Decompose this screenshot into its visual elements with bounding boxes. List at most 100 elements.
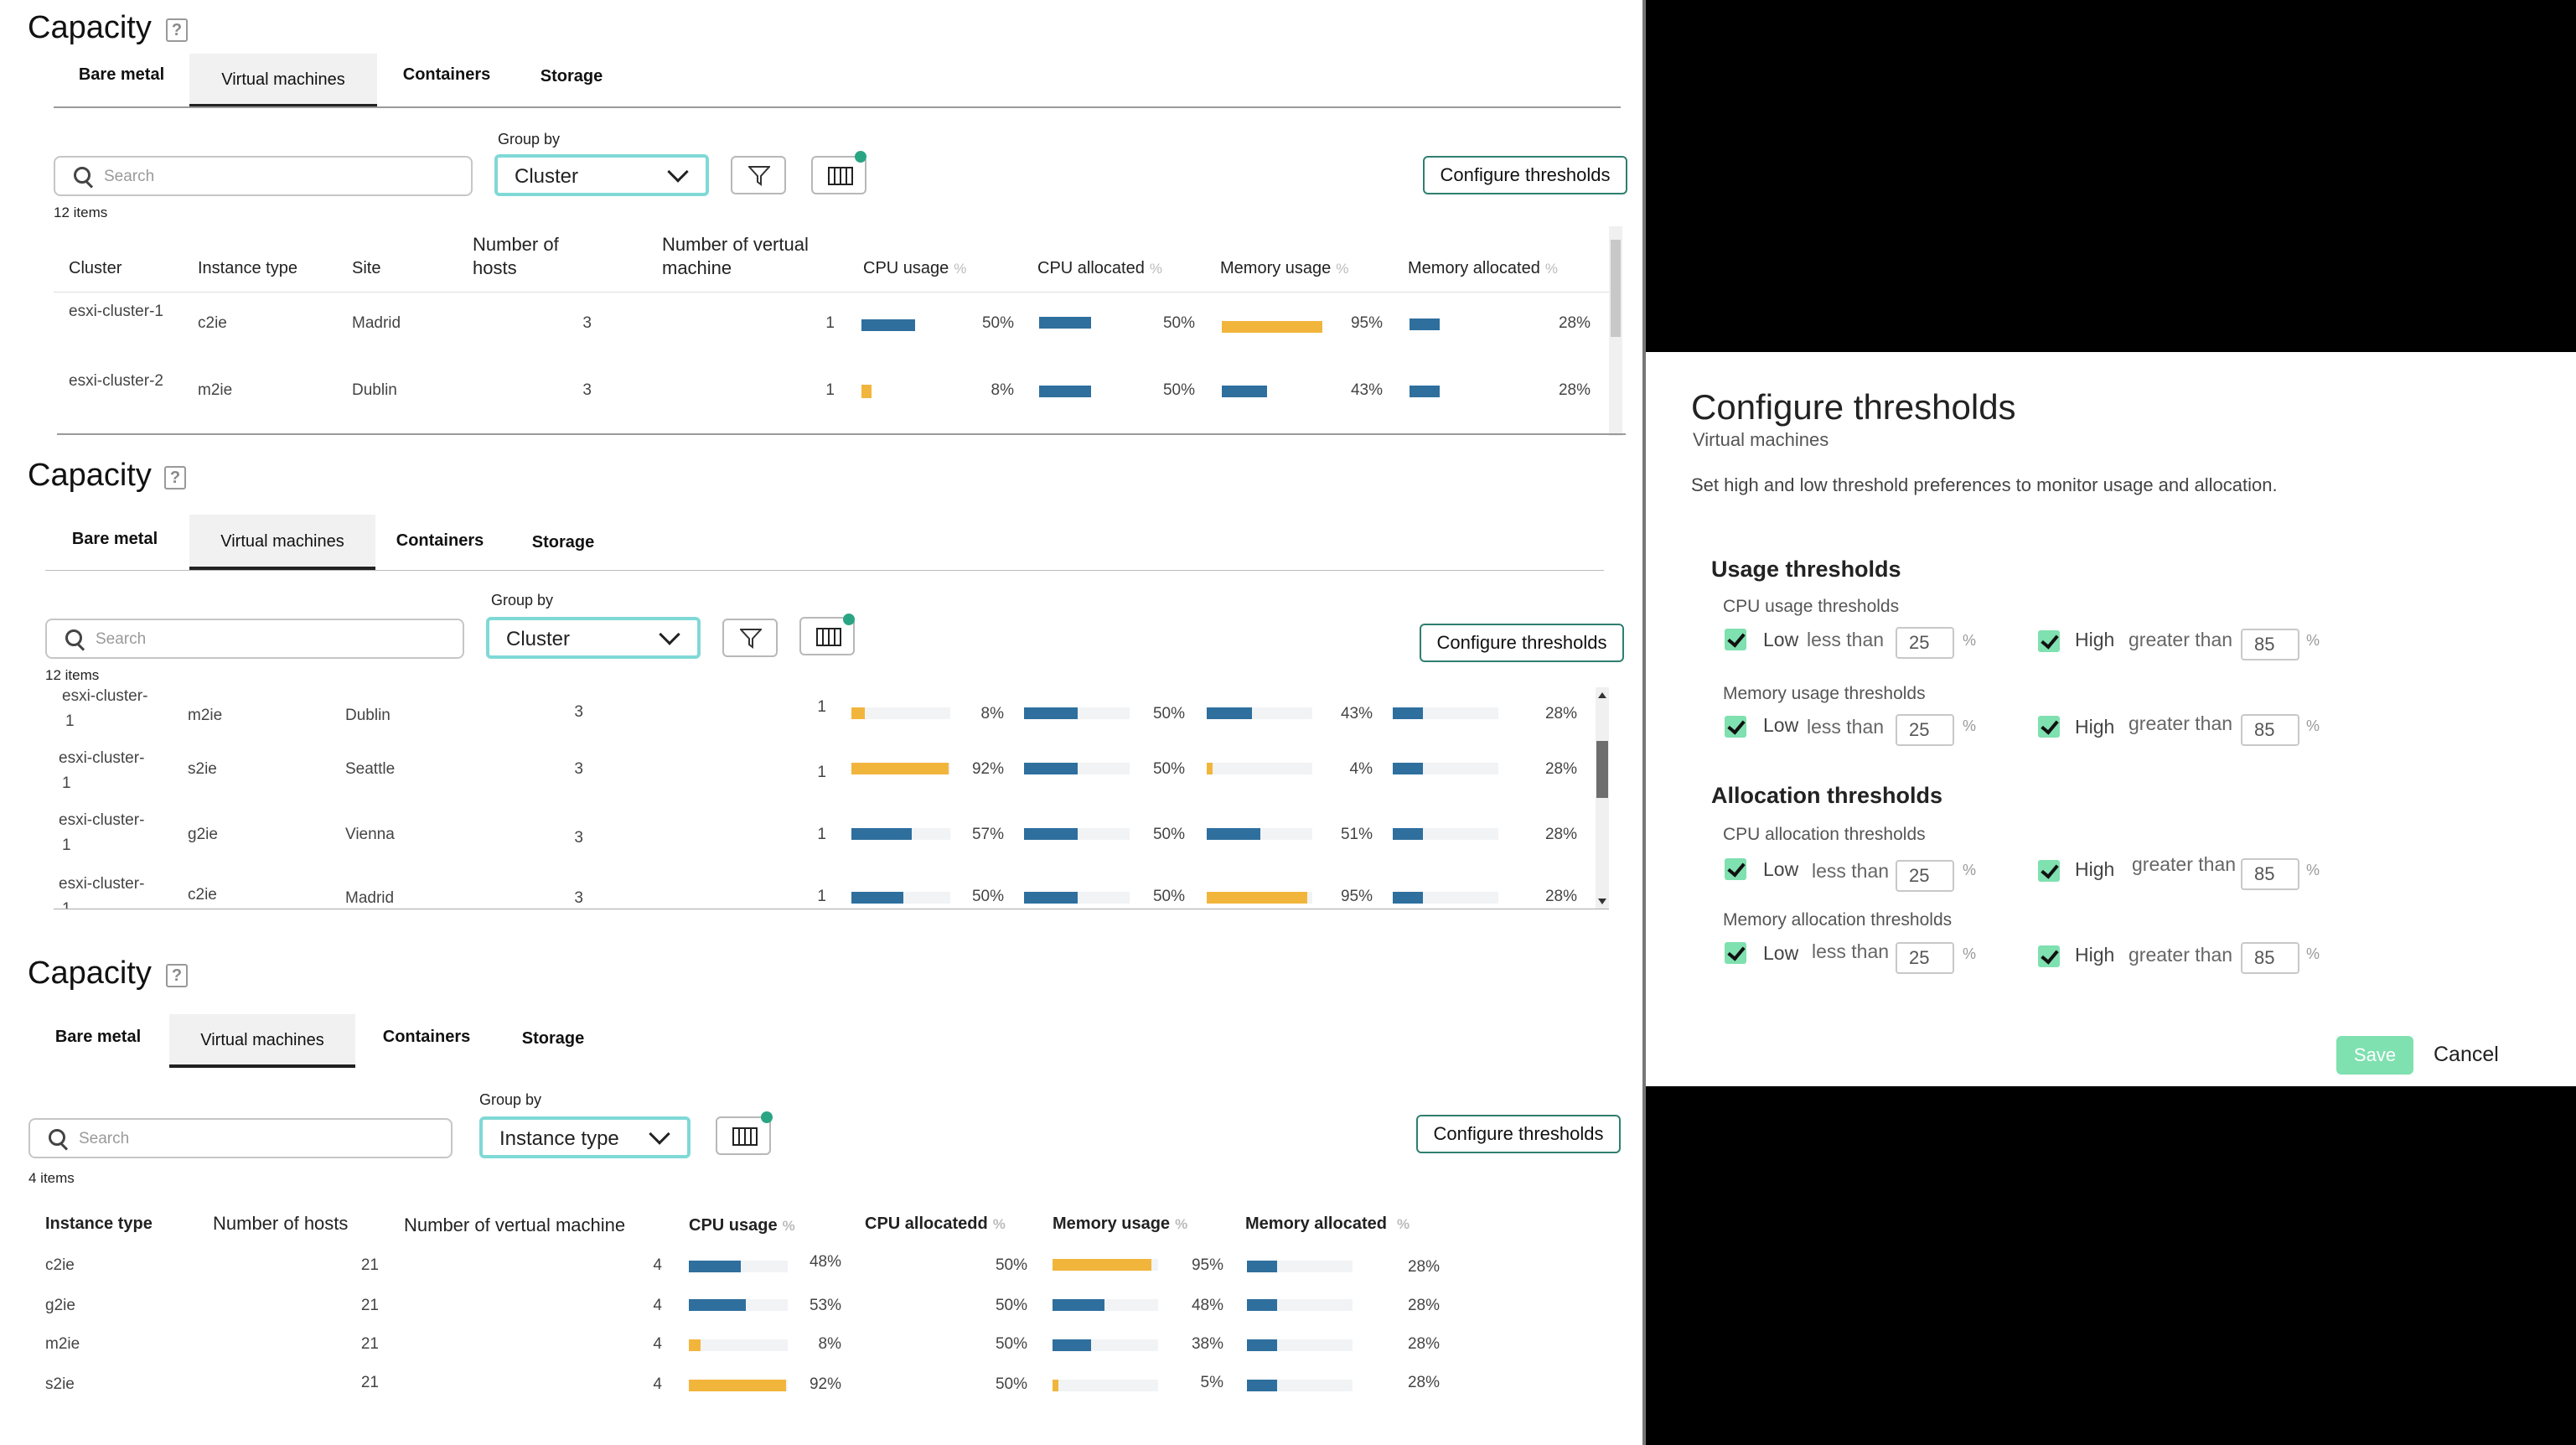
tab-bare-metal[interactable]: Bare metal [54, 1028, 142, 1046]
group-by-select[interactable]: Instance type [479, 1116, 691, 1158]
memory-usage-low-input[interactable]: 25 [1896, 714, 1954, 746]
cell-vms: 4 [653, 1335, 662, 1353]
cpu-usage-low-input[interactable]: 25 [1896, 627, 1954, 659]
cell-memory-allocated: 28% [1558, 381, 1591, 399]
tab-virtual-machines[interactable]: Virtual machines [189, 515, 375, 570]
less-than-label: less than [1812, 940, 1890, 962]
cell-hosts: 21 [360, 1297, 379, 1314]
page-title: Capacity [28, 10, 152, 45]
cpu-allocation-high-input[interactable]: 85 [2241, 858, 2299, 890]
percent-unit: % [992, 1216, 1006, 1232]
cell-memory-usage: 95% [1340, 888, 1373, 905]
header-cpu-usage-label: CPU usage [689, 1216, 778, 1235]
cell-memory-allocated: 28% [1407, 1374, 1440, 1391]
configure-thresholds-button[interactable]: Configure thresholds [1420, 624, 1624, 662]
header-instance-type: Instance type [45, 1215, 153, 1233]
memory-allocation-thresholds-label: Memory allocation thresholds [1723, 910, 1953, 930]
tab-bare-metal[interactable]: Bare metal [71, 530, 158, 548]
cell-cluster-line: esxi-cluster- [59, 811, 145, 829]
scrollbar-thumb[interactable] [1611, 240, 1621, 337]
memory-usage-low-checkbox[interactable] [1725, 716, 1746, 738]
cpu-allocation-low-input[interactable]: 25 [1896, 860, 1954, 892]
cancel-button[interactable]: Cancel [2434, 1043, 2499, 1066]
tab-storage[interactable]: Storage [540, 67, 603, 85]
help-icon[interactable]: ? [166, 964, 188, 987]
configure-thresholds-button[interactable]: Configure thresholds [1423, 156, 1627, 194]
help-icon[interactable]: ? [164, 466, 186, 489]
cell-hosts: 3 [574, 760, 583, 778]
group-by-label: Group by [491, 592, 554, 609]
scrollbar-thumb[interactable] [1596, 741, 1608, 798]
columns-button[interactable] [811, 156, 866, 194]
cell-site: Madrid [352, 314, 401, 332]
bar-fill [1393, 707, 1423, 719]
memory-allocation-low-input[interactable]: 25 [1896, 942, 1954, 974]
page-title: Capacity [28, 956, 152, 991]
memory-allocation-high-checkbox[interactable] [2038, 945, 2060, 967]
cell-site: Seattle [345, 760, 396, 778]
cpu-allocation-high-checkbox[interactable] [2038, 860, 2060, 882]
memory-allocation-high-input[interactable]: 85 [2241, 942, 2299, 974]
search-icon [49, 1129, 65, 1146]
help-icon[interactable]: ? [166, 18, 188, 42]
bar-fill [851, 892, 903, 904]
configure-thresholds-button[interactable]: Configure thresholds [1416, 1115, 1621, 1153]
group-by-select[interactable]: Cluster [486, 617, 701, 659]
search-icon [65, 629, 82, 646]
search-input[interactable]: Search [28, 1118, 453, 1158]
bar-fill [1053, 1380, 1058, 1391]
filter-button[interactable] [722, 619, 778, 657]
columns-button[interactable] [716, 1116, 771, 1155]
modal-backdrop-bottom[interactable] [1646, 1086, 2576, 1445]
tab-containers[interactable]: Containers [402, 65, 491, 84]
tab-virtual-machines[interactable]: Virtual machines [189, 54, 377, 107]
cell-instance-type: c2ie [188, 886, 217, 904]
group-by-label: Group by [479, 1091, 542, 1108]
bar-fill [1053, 1259, 1151, 1271]
cpu-allocation-low-checkbox[interactable] [1725, 858, 1746, 880]
table-row[interactable]: esxi-cluster- 1 c2ie Madrid 3 1 50% 50% 9… [0, 872, 1642, 909]
search-input[interactable]: Search [54, 156, 473, 196]
cpu-usage-bar [861, 385, 873, 398]
status-dot [843, 614, 855, 625]
save-button[interactable]: Save [2336, 1036, 2413, 1075]
cell-memory-allocated: 28% [1544, 888, 1577, 905]
bar-fill [1393, 828, 1423, 840]
modal-backdrop-top[interactable] [1646, 0, 2576, 352]
cpu-usage-bar [851, 707, 950, 719]
cell-memory-usage: 95% [1191, 1256, 1223, 1274]
tab-containers[interactable]: Containers [396, 531, 484, 550]
cell-instance-type: m2ie [45, 1335, 80, 1353]
cpu-usage-low-checkbox[interactable] [1725, 629, 1746, 650]
memory-usage-high-input[interactable]: 85 [2241, 714, 2299, 746]
percent-unit: % [1963, 945, 1977, 962]
items-count: 12 items [54, 205, 108, 220]
memory-usage-bar [1053, 1259, 1158, 1271]
tab-storage[interactable]: Storage [521, 1029, 585, 1048]
cpu-usage-high-input[interactable]: 85 [2241, 629, 2299, 660]
cell-vms: 1 [817, 888, 826, 905]
tab-storage[interactable]: Storage [531, 533, 595, 552]
greater-than-label: greater than [2132, 853, 2237, 875]
cell-hosts: 3 [574, 889, 583, 907]
cell-instance-type: m2ie [198, 381, 233, 399]
memory-usage-high-checkbox[interactable] [2038, 716, 2060, 738]
columns-icon [828, 167, 853, 185]
cpu-usage-high-checkbox[interactable] [2038, 630, 2060, 652]
group-by-select[interactable]: Cluster [494, 154, 709, 196]
tab-virtual-machines[interactable]: Virtual machines [169, 1014, 355, 1068]
cell-cpu-allocated: 50% [995, 1297, 1027, 1314]
header-cpu-usage: CPU usage% [863, 256, 966, 281]
header-cpu-allocated-label: CPU allocated [1037, 259, 1145, 277]
memory-allocated-bar [1393, 707, 1498, 719]
memory-allocation-low-checkbox[interactable] [1725, 942, 1746, 964]
search-input[interactable]: Search [45, 619, 464, 659]
header-vms: Number of vertual machine [662, 234, 809, 278]
scroll-up-icon[interactable] [1598, 692, 1606, 698]
tab-containers[interactable]: Containers [382, 1028, 471, 1046]
tab-bare-metal[interactable]: Bare metal [78, 65, 165, 84]
cell-memory-allocated: 28% [1544, 826, 1577, 843]
items-count: 4 items [28, 1170, 75, 1186]
filter-button[interactable] [731, 156, 786, 194]
scroll-down-icon[interactable] [1598, 899, 1606, 904]
